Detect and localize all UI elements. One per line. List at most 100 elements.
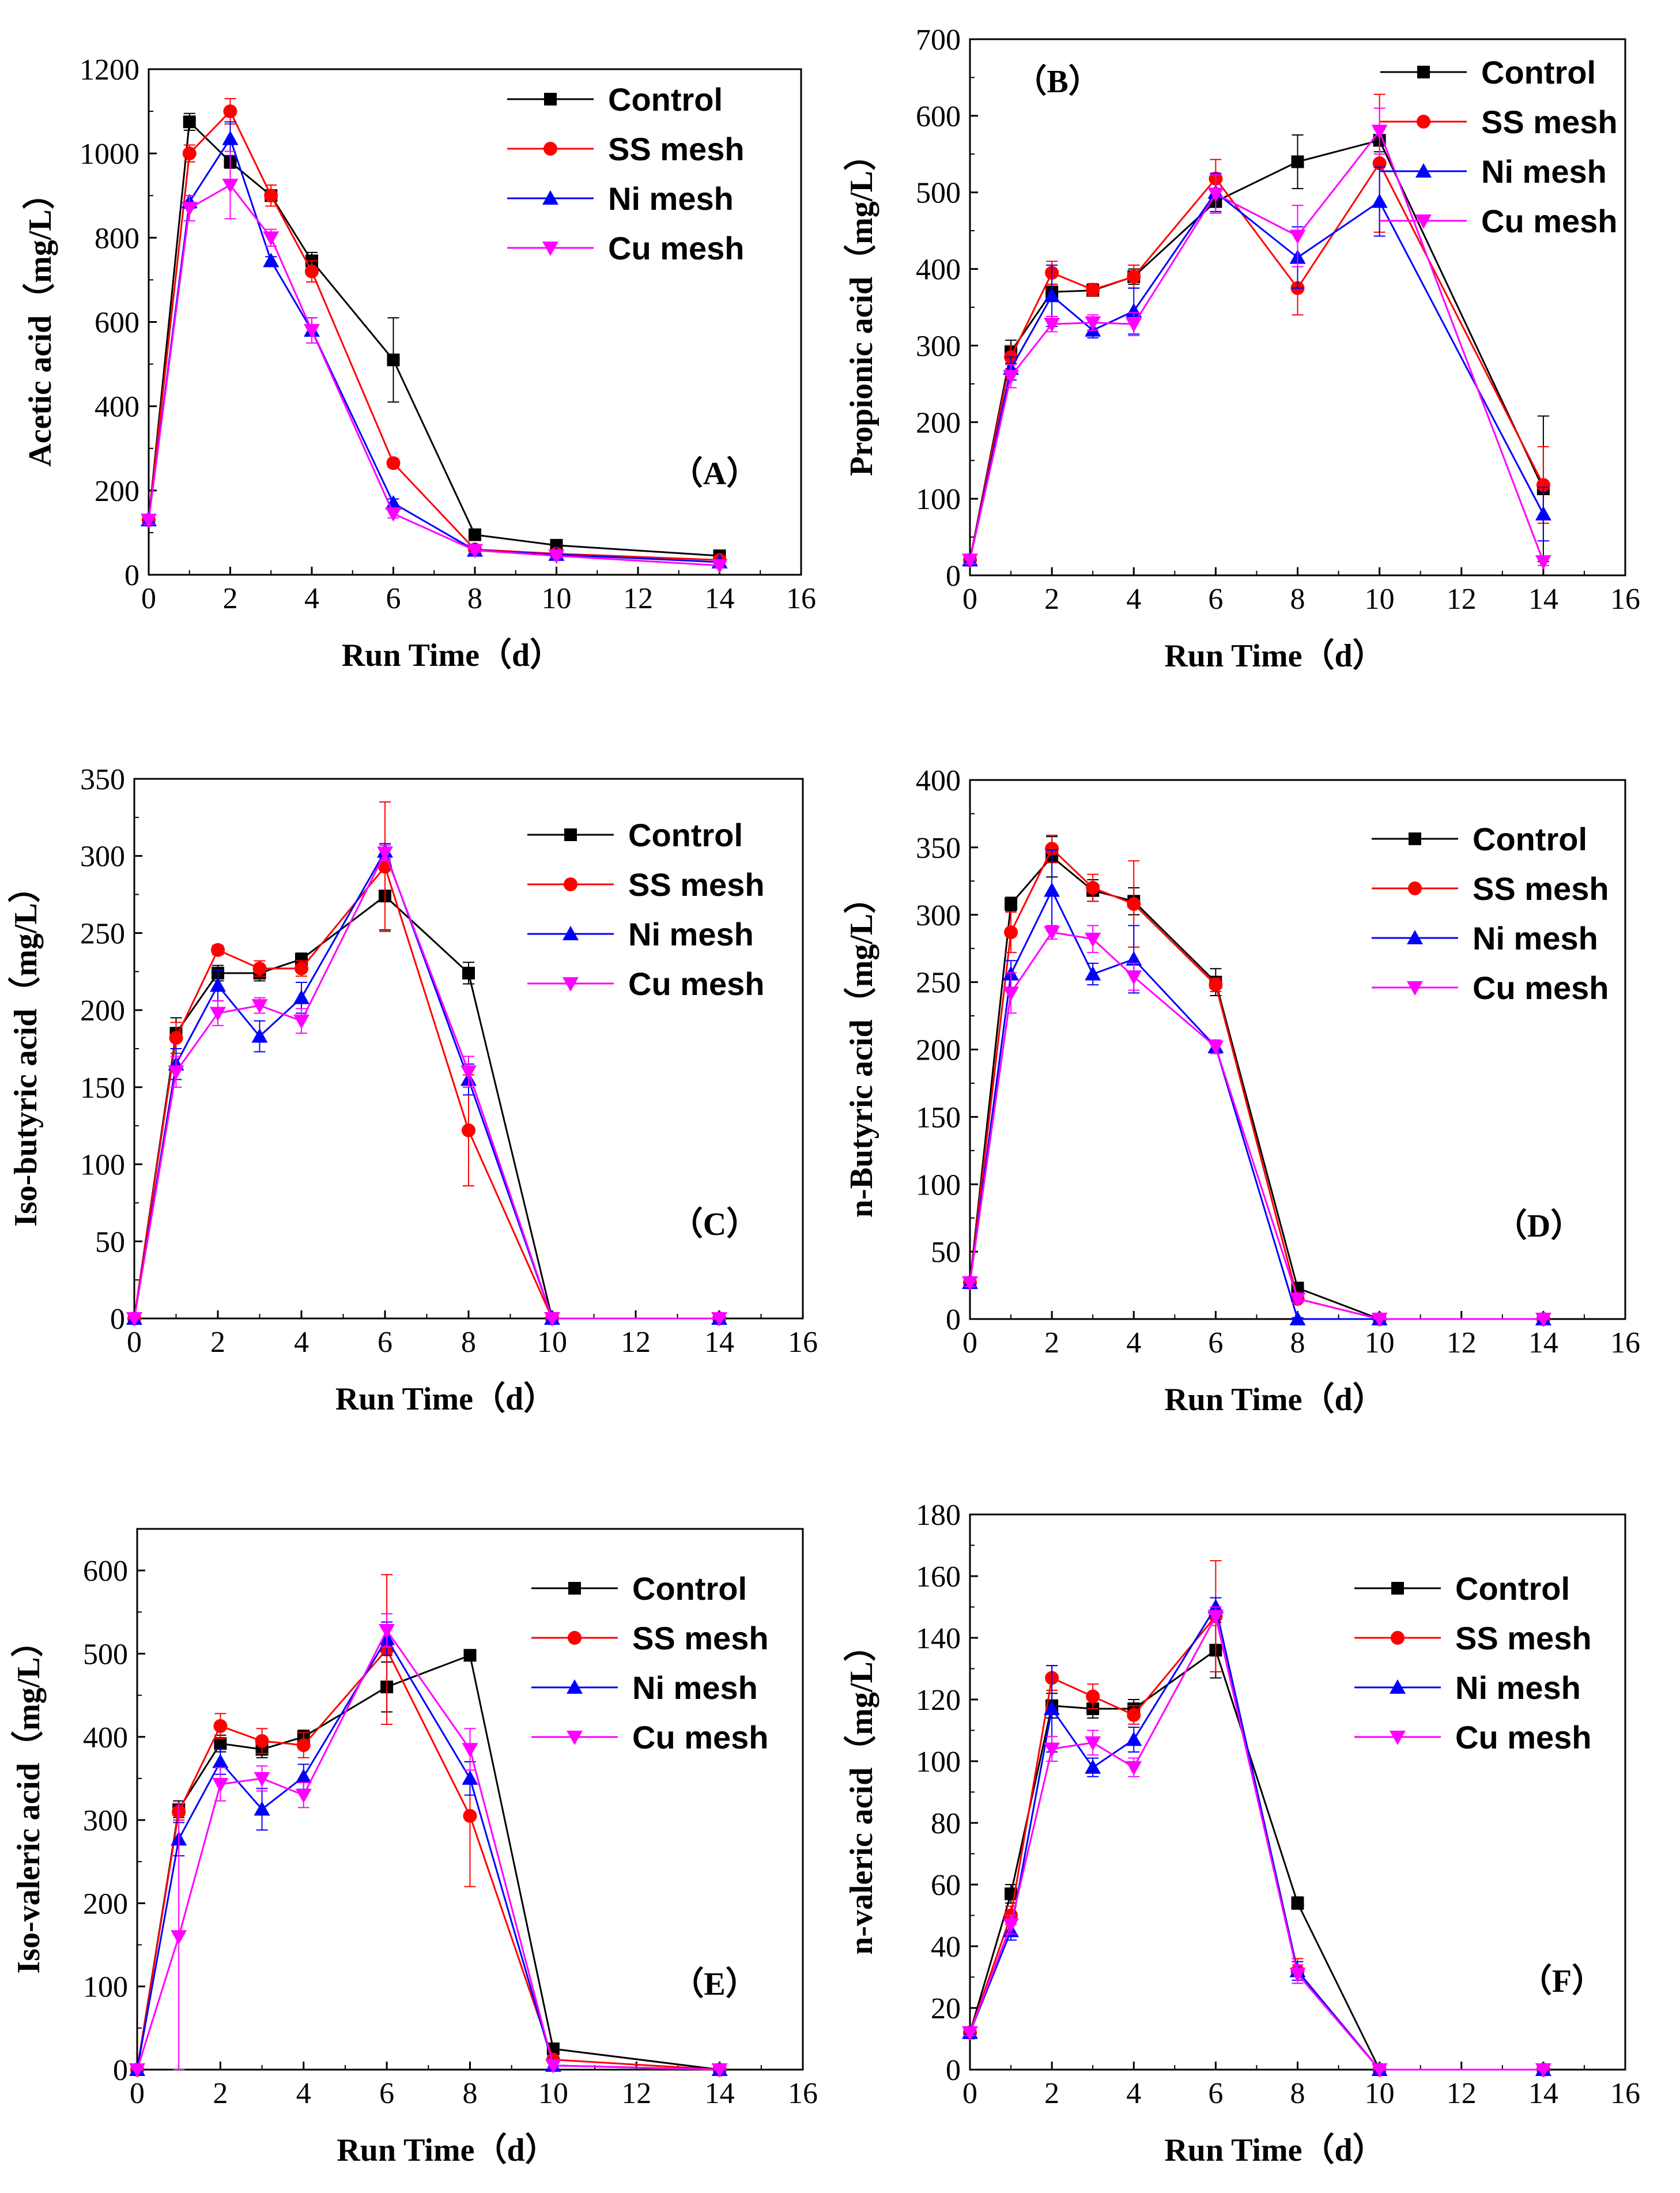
legend-label: SS mesh [628, 866, 765, 903]
x-tick-label: 4 [296, 2077, 311, 2110]
data-point [1086, 282, 1100, 297]
y-tick-label: 200 [80, 994, 125, 1027]
data-point [1371, 125, 1388, 140]
data-point [377, 846, 393, 861]
data-point [126, 1312, 142, 1327]
data-point [168, 1065, 184, 1080]
data-point [295, 1788, 312, 1803]
legend-marker [564, 828, 577, 841]
y-tick-label: 20 [931, 1992, 961, 2025]
data-point [387, 353, 400, 367]
data-point [379, 1624, 395, 1639]
legend-label: Control [632, 1570, 747, 1607]
legend-label: Ni mesh [1455, 1670, 1581, 1706]
x-tick-label: 16 [788, 2077, 818, 2110]
x-tick-label: 16 [788, 1326, 818, 1359]
y-tick-label: 250 [916, 967, 961, 1000]
data-point [462, 1770, 478, 1785]
y-tick-label: 300 [80, 841, 125, 873]
data-point [210, 1007, 226, 1022]
series-line [969, 847, 1543, 1320]
series-ss-mesh [142, 98, 727, 567]
data-point [462, 1743, 478, 1758]
legend-marker [1409, 832, 1421, 845]
legend-label: SS mesh [1473, 871, 1609, 907]
data-point [222, 130, 239, 145]
x-tick-label: 8 [1290, 2077, 1305, 2110]
y-axis-label: n-valeric acid（mg/L） [843, 1629, 879, 1955]
legend-label: Cu mesh [632, 1719, 769, 1755]
y-tick-label: 500 [83, 1638, 128, 1671]
data-point [545, 2059, 561, 2074]
data-point [962, 553, 978, 568]
panel-label: （E） [671, 1966, 757, 2002]
data-point [251, 999, 268, 1014]
x-tick-label: 6 [386, 582, 401, 615]
legend-marker [1417, 66, 1430, 78]
legend-marker [562, 977, 579, 992]
data-point [251, 1028, 268, 1043]
data-point [544, 1312, 560, 1327]
x-tick-label: 12 [621, 1326, 651, 1359]
data-point [1003, 986, 1020, 1001]
legend-label: SS mesh [1481, 104, 1618, 140]
data-point [254, 1801, 270, 1816]
x-tick-label: 0 [127, 1326, 142, 1359]
legend-label: SS mesh [1455, 1620, 1592, 1656]
legend-label: Control [1473, 821, 1587, 857]
y-axis-label: n-Butyric acid（mg/L） [843, 881, 879, 1218]
y-tick-label: 120 [916, 1684, 961, 1717]
series-line [969, 191, 1545, 560]
data-point [1371, 1313, 1388, 1327]
panel-label: （D） [1495, 1208, 1583, 1244]
data-point [463, 1808, 477, 1823]
data-point [212, 1778, 229, 1793]
x-tick-label: 14 [705, 2077, 735, 2110]
data-point [386, 456, 401, 470]
x-tick-label: 2 [213, 2077, 228, 2110]
data-point [1535, 2063, 1551, 2078]
y-tick-label: 0 [124, 559, 139, 592]
legend-label: Cu mesh [1481, 203, 1618, 239]
x-axis-label: Run Time（d） [335, 1381, 556, 1417]
series-cu-mesh [141, 150, 728, 574]
x-tick-label: 0 [962, 1327, 977, 1359]
y-tick-label: 600 [916, 100, 961, 133]
x-tick-label: 14 [1528, 2077, 1558, 2110]
data-point [1126, 318, 1142, 333]
y-axis-label: Acetic acid（mg/L） [22, 177, 58, 466]
chart-panel-6: 0 2 4 6 8 10 12 14 16020406080100120140160180Run… [843, 1499, 1640, 2168]
data-point [1126, 1731, 1142, 1746]
y-tick-label: 400 [95, 391, 139, 424]
series-line [969, 161, 1545, 560]
x-tick-label: 2 [1044, 583, 1059, 616]
x-axis-label: Run Time（d） [1164, 638, 1384, 674]
legend-label: Ni mesh [1473, 920, 1598, 956]
data-point [263, 253, 280, 267]
x-tick-label: 10 [1365, 583, 1395, 616]
data-point [1291, 155, 1304, 168]
legend-label: Ni mesh [628, 916, 754, 952]
data-point [1289, 1968, 1306, 1983]
data-point [462, 966, 475, 979]
x-tick-label: 12 [621, 2077, 651, 2110]
data-point [1044, 1742, 1060, 1757]
data-point [1044, 288, 1060, 303]
data-point [295, 1769, 312, 1784]
x-tick-label: 14 [704, 1326, 734, 1359]
series-ni-mesh [962, 166, 1551, 567]
data-point [1289, 1292, 1306, 1307]
panel-label: （C） [671, 1206, 758, 1242]
y-tick-label: 600 [95, 307, 139, 340]
data-point [171, 1930, 187, 1945]
y-axis-label: Propionic acid（mg/L） [843, 138, 879, 476]
data-point [1127, 1708, 1141, 1722]
legend-label: Control [1481, 54, 1596, 91]
x-tick-label: 0 [141, 582, 156, 615]
legend-marker [1407, 981, 1423, 996]
y-tick-label: 60 [931, 1869, 961, 1902]
panel-label: （A） [671, 455, 758, 492]
legend-label: Cu mesh [1455, 1719, 1592, 1755]
series-line [133, 895, 719, 1320]
series-line [969, 888, 1543, 1320]
